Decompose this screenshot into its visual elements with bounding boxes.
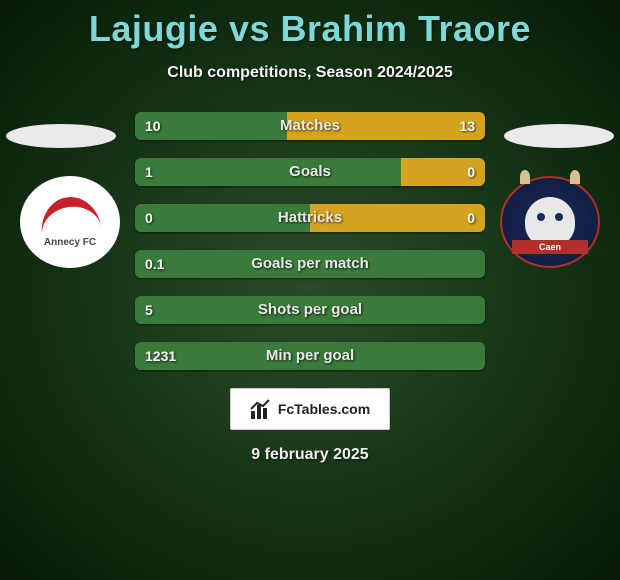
bar-chart-icon (250, 399, 272, 419)
footer-brand-text: FcTables.com (278, 401, 370, 417)
stat-row: 0.1Goals per match (135, 250, 485, 278)
annecy-swoosh-icon (37, 193, 103, 245)
stats-container: 1013Matches 10Goals 00Hattricks 0.1Goals pe… (135, 112, 485, 370)
club-badge-left: Annecy FC (20, 176, 120, 268)
stat-row: 00Hattricks (135, 204, 485, 232)
stat-bar-right (401, 158, 485, 186)
player-right-photo (504, 124, 614, 148)
caen-horns-icon (520, 170, 580, 184)
stat-bar-left (135, 250, 485, 278)
page-title: Lajugie vs Brahim Traore (0, 0, 620, 50)
stat-bar-left (135, 158, 401, 186)
stat-row: 10Goals (135, 158, 485, 186)
stat-bar-right (287, 112, 485, 140)
stat-bar-left (135, 296, 485, 324)
club-badge-right: Caen (500, 176, 600, 268)
stat-bar-left (135, 204, 310, 232)
footer-brand-box[interactable]: FcTables.com (230, 388, 390, 430)
stat-bar-left (135, 342, 485, 370)
stat-row: 1013Matches (135, 112, 485, 140)
date-label: 9 february 2025 (0, 446, 620, 464)
player-left-photo (6, 124, 116, 148)
stat-row: 5Shots per goal (135, 296, 485, 324)
club-right-label: Caen (512, 240, 588, 254)
subtitle: Club competitions, Season 2024/2025 (0, 64, 620, 82)
stat-bar-right (310, 204, 485, 232)
stat-bar-left (135, 112, 287, 140)
stat-row: 1231Min per goal (135, 342, 485, 370)
